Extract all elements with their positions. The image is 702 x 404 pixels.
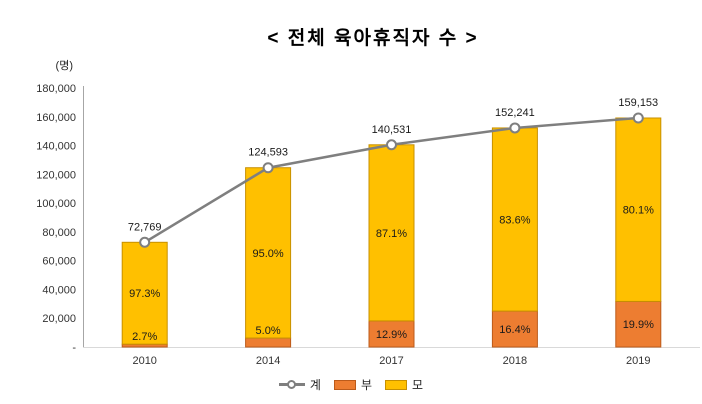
legend-line-marker-icon (278, 379, 305, 390)
y-tick-label: 60,000 (42, 256, 76, 268)
bar-segment-father (245, 337, 292, 348)
y-tick-label: 160,000 (36, 112, 76, 124)
bar-segment-father (615, 300, 662, 348)
y-tick-label: 120,000 (36, 169, 76, 181)
legend-item-mother: 모 (385, 376, 423, 393)
bar-segment-mother (368, 144, 415, 322)
total-marker (509, 122, 521, 134)
legend-label: 부 (360, 378, 373, 392)
pct-label-father: 19.9% (623, 319, 654, 331)
pct-label-mother: 95.0% (252, 248, 283, 260)
bar-segment-mother (491, 127, 538, 312)
chart-title: < 전체 육아휴직자 수 > (267, 28, 479, 49)
pct-label-father: 2.7% (132, 331, 157, 343)
pct-label-father: 12.9% (376, 329, 407, 341)
y-tick-label: 140,000 (36, 141, 76, 153)
total-label: 159,153 (618, 97, 658, 109)
bar-segment-father (491, 310, 538, 348)
pct-label-mother: 87.1% (376, 228, 407, 240)
bar-segment-mother (615, 117, 662, 302)
y-tick-label: 180,000 (36, 83, 76, 95)
y-tick-label: 80,000 (42, 227, 76, 239)
pct-label-father: 16.4% (499, 324, 530, 336)
total-label: 140,531 (372, 124, 412, 136)
total-label: 124,593 (248, 147, 288, 159)
legend-item-total: 계 (278, 376, 321, 393)
bar-segment-mother (121, 241, 168, 345)
legend-item-father: 부 (333, 376, 373, 393)
pct-label-mother: 83.6% (499, 215, 530, 227)
legend-label: 계 (309, 378, 321, 392)
bar-segment-father (368, 320, 415, 348)
y-axis-unit-label: (명) (55, 60, 73, 72)
total-marker (386, 139, 397, 151)
bar-segment-mother (245, 167, 292, 339)
x-tick-label: 2014 (256, 355, 280, 367)
y-tick-label: 20,000 (42, 313, 76, 325)
legend-box-icon (385, 379, 408, 390)
x-tick-label: 2010 (132, 355, 156, 367)
x-tick-label: 2019 (626, 355, 650, 367)
y-tick-label: 100,000 (36, 198, 76, 210)
legend-box-icon (333, 379, 356, 390)
total-marker (262, 162, 274, 174)
pct-label-mother: 97.3% (129, 288, 160, 300)
x-tick-label: 2018 (503, 355, 527, 367)
total-label: 72,769 (128, 221, 162, 233)
y-tick-label: - (72, 342, 76, 354)
total-label: 152,241 (495, 107, 535, 119)
pct-label-mother: 80.1% (623, 205, 654, 217)
total-marker (632, 112, 644, 124)
y-tick-label: 40,000 (42, 284, 76, 296)
total-marker (139, 236, 151, 248)
legend-label: 모 (412, 378, 424, 392)
x-tick-label: 2017 (379, 355, 403, 367)
pct-label-father: 5.0% (256, 325, 281, 337)
